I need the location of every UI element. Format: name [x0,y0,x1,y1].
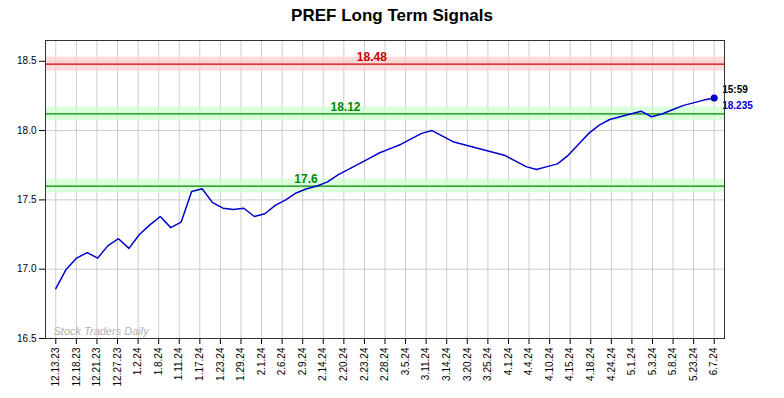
svg-text:1.8.24: 1.8.24 [153,347,164,375]
svg-text:6.7.24: 6.7.24 [708,347,719,375]
svg-text:2.1.24: 2.1.24 [256,347,267,375]
svg-text:2.23.24: 2.23.24 [359,347,370,381]
svg-text:5.8.24: 5.8.24 [667,347,678,375]
svg-text:1.17.24: 1.17.24 [194,347,205,381]
svg-text:4.18.24: 4.18.24 [585,347,596,381]
html-text:PREF Long Term Signals: PREF Long Term Signals [291,6,493,25]
svg-text:4.10.24: 4.10.24 [544,347,555,381]
svg-text:5.23.24: 5.23.24 [688,347,699,381]
svg-text:2.9.24: 2.9.24 [297,347,308,375]
svg-text:16.5: 16.5 [17,333,37,344]
svg-text:18.235: 18.235 [722,100,753,111]
svg-text:17.5: 17.5 [17,194,37,205]
svg-text:2.14.24: 2.14.24 [317,347,328,381]
svg-text:3.5.24: 3.5.24 [400,347,411,375]
svg-text:4.4.24: 4.4.24 [523,347,534,375]
svg-text:Stock Traders Daily: Stock Traders Daily [54,325,151,337]
svg-text:1.11.24: 1.11.24 [173,347,184,380]
svg-text:12.27.23: 12.27.23 [112,347,123,386]
svg-text:17.6: 17.6 [294,172,318,186]
svg-text:1.2.24: 1.2.24 [132,347,143,375]
svg-text:5.3.24: 5.3.24 [647,347,658,375]
svg-text:12.21.23: 12.21.23 [91,347,102,386]
svg-text:3.11.24: 3.11.24 [420,347,431,380]
svg-text:18.0: 18.0 [17,125,37,136]
svg-text:1.23.24: 1.23.24 [215,347,226,381]
svg-text:5.1.24: 5.1.24 [626,347,637,375]
svg-text:15:59: 15:59 [722,84,748,95]
svg-text:2.6.24: 2.6.24 [276,347,287,375]
svg-text:2.20.24: 2.20.24 [338,347,349,381]
svg-text:17.0: 17.0 [17,263,37,274]
svg-text:3.14.24: 3.14.24 [441,347,452,381]
svg-text:4.15.24: 4.15.24 [564,347,575,381]
svg-text:3.20.24: 3.20.24 [462,347,473,381]
svg-text:12.13.23: 12.13.23 [50,347,61,386]
svg-text:3.25.24: 3.25.24 [482,347,493,381]
svg-text:12.18.23: 12.18.23 [71,347,82,386]
svg-text:2.28.24: 2.28.24 [379,347,390,381]
svg-text:4.24.24: 4.24.24 [606,347,617,381]
svg-text:1.29.24: 1.29.24 [235,347,246,381]
svg-text:18.48: 18.48 [357,50,387,64]
svg-text:18.12: 18.12 [330,100,360,114]
svg-text:18.5: 18.5 [17,55,37,66]
svg-text:4.1.24: 4.1.24 [503,347,514,375]
